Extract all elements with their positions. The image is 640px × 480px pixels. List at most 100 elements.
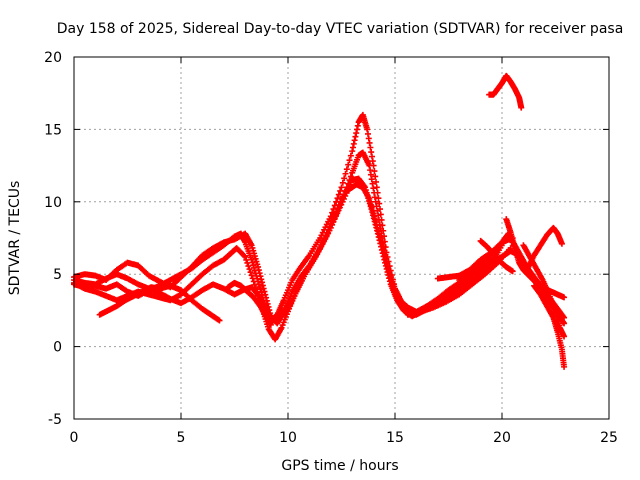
data-point [371, 194, 378, 201]
data-point [558, 240, 565, 247]
data-point [381, 252, 388, 259]
data-point [509, 268, 516, 275]
data-point [349, 148, 356, 155]
x-tick-label: 20 [493, 430, 511, 446]
data-point [267, 321, 274, 328]
data-point [255, 267, 262, 274]
data-point [373, 203, 380, 210]
series-sat-f [225, 279, 274, 328]
data-point [366, 139, 373, 146]
data-point [354, 126, 361, 133]
data-point [561, 333, 568, 340]
data-point [343, 166, 350, 173]
data-point [375, 231, 382, 238]
data-point [384, 263, 391, 270]
x-tick-label: 0 [70, 430, 79, 446]
data-point [364, 130, 371, 137]
data-point [369, 158, 376, 165]
data-point [249, 275, 256, 282]
data-point [372, 219, 379, 226]
series-sat-n [477, 237, 516, 275]
data-point [263, 294, 270, 301]
x-tick-label: 25 [600, 430, 618, 446]
y-tick-label: -5 [48, 412, 62, 428]
series-sat-g [486, 72, 525, 111]
data-point [371, 213, 378, 220]
data-point [367, 201, 374, 208]
y-tick-label: 15 [44, 122, 62, 138]
series-sat-e [96, 282, 223, 324]
grid-lines [74, 57, 609, 419]
series-sat-k [531, 282, 568, 370]
data-point [372, 198, 379, 205]
data-point [370, 210, 377, 217]
data-point [337, 187, 344, 194]
data-point [247, 269, 254, 276]
data-point [366, 195, 373, 202]
data-point [368, 204, 375, 211]
x-axis-label: GPS time / hours [281, 458, 398, 474]
data-point [259, 279, 266, 286]
data-point [256, 270, 263, 277]
data-point [378, 240, 385, 247]
plot-frame [73, 56, 610, 420]
chart-title: Day 158 of 2025, Sidereal Day-to-day VTE… [57, 21, 624, 37]
y-tick-label: 0 [53, 340, 62, 356]
data-point [260, 285, 267, 292]
data-point [379, 246, 386, 253]
data-point [251, 281, 258, 288]
data-point [373, 184, 380, 191]
data-point [369, 207, 376, 214]
data-point [255, 263, 262, 270]
data-point [518, 104, 525, 111]
data-point [250, 278, 257, 285]
axis-ticks: 0 5 10 15 20 25 -5 0 5 10 15 20 [44, 50, 618, 446]
data-point [244, 259, 251, 266]
data-point [335, 191, 342, 198]
data-point [258, 276, 265, 283]
data-point [350, 144, 357, 151]
data-point [379, 243, 386, 250]
data-point [365, 135, 372, 142]
data-point [371, 168, 378, 175]
data-point [257, 273, 264, 280]
data-point [375, 228, 382, 235]
data-point [368, 149, 375, 156]
x-tick-label: 15 [386, 430, 404, 446]
data-point [367, 171, 374, 178]
data-point [338, 184, 345, 191]
data-point [368, 176, 375, 183]
data-point [367, 144, 374, 151]
data-point [262, 291, 269, 298]
data-point [347, 173, 354, 180]
data-point [375, 195, 382, 202]
data-point [371, 216, 378, 223]
data-point [263, 297, 270, 304]
data-point [371, 189, 378, 196]
data-point [370, 185, 377, 192]
data-point [373, 178, 380, 185]
data-point [353, 130, 360, 137]
data-point [351, 137, 358, 144]
x-tick-label: 5 [177, 430, 186, 446]
series-sat-c [71, 175, 514, 343]
data-point [561, 320, 568, 327]
data-point [345, 161, 352, 168]
data-point [372, 173, 379, 180]
data-point [561, 294, 568, 301]
y-tick-label: 5 [53, 267, 62, 283]
data-point [383, 261, 390, 268]
data-point [261, 288, 268, 295]
data-point [383, 258, 390, 265]
data-point [347, 152, 354, 159]
data-point [367, 198, 374, 205]
data-point [377, 237, 384, 244]
data-point [367, 167, 374, 174]
data-point [341, 175, 348, 182]
data-point [375, 212, 382, 219]
data-point [369, 180, 376, 187]
data-point [350, 140, 357, 147]
y-axis-label: SDTVAR / TECUs [7, 181, 23, 296]
data-point [364, 126, 371, 133]
y-tick-label: 10 [44, 195, 62, 211]
